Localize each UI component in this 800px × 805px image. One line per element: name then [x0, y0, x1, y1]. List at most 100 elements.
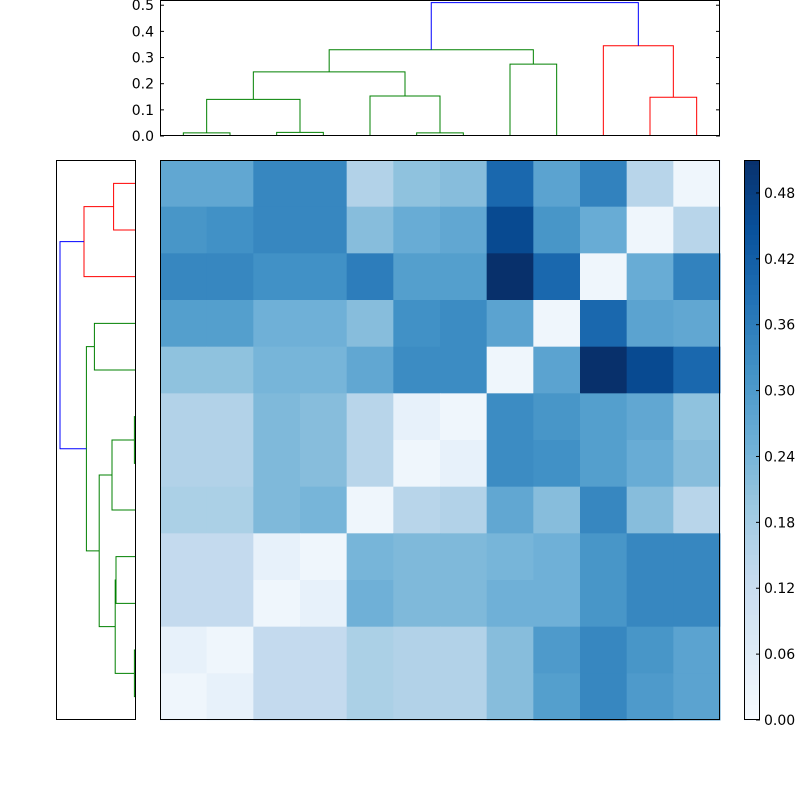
colorbar-segment [744, 395, 760, 401]
top-dendrogram-link [328, 49, 534, 72]
colorbar-segment [744, 660, 760, 666]
heatmap-cell [440, 440, 488, 488]
heatmap-cell [346, 253, 394, 301]
colorbar-segment [744, 535, 760, 541]
top-dendrogram-tick-label: 0.1 [132, 103, 154, 119]
heatmap-cell [486, 486, 534, 534]
colorbar-segment [744, 170, 760, 176]
colorbar-segment [744, 160, 760, 166]
left-dendrogram [56, 160, 136, 720]
colorbar-segment [744, 510, 760, 516]
top-dendrogram-frame [160, 0, 720, 136]
heatmap-cell [580, 393, 628, 441]
top-dendrogram-link [182, 132, 231, 136]
colorbar-segment [744, 695, 760, 701]
heatmap-cell [486, 300, 534, 348]
heatmap-cell [440, 393, 488, 441]
colorbar-segment [744, 420, 760, 426]
colorbar-segment [744, 495, 760, 501]
heatmap-cell [300, 533, 348, 581]
heatmap-cell [580, 580, 628, 628]
colorbar-segment [744, 565, 760, 571]
heatmap-cell [300, 626, 348, 674]
colorbar-segment [744, 645, 760, 651]
top-dendrogram-link [252, 71, 406, 100]
heatmap-cell [533, 300, 581, 348]
colorbar-segment [744, 275, 760, 281]
left-dendrogram-link [111, 439, 136, 511]
colorbar-segment [744, 415, 760, 421]
heatmap-cell [346, 206, 394, 254]
colorbar-segment [744, 380, 760, 386]
colorbar-segment [744, 455, 760, 461]
heatmap-cell [533, 440, 581, 488]
heatmap-cell [626, 300, 674, 348]
heatmap-cell [440, 300, 488, 348]
heatmap-cell [300, 673, 348, 721]
colorbar-segment [744, 430, 760, 436]
colorbar-segment [744, 365, 760, 371]
heatmap-cell [486, 393, 534, 441]
heatmap-cell [673, 253, 721, 301]
heatmap-cell [626, 440, 674, 488]
heatmap-cell [486, 626, 534, 674]
colorbar-tick-label: 0.00 [764, 713, 795, 729]
heatmap-cell [533, 346, 581, 394]
colorbar-segment [744, 640, 760, 646]
colorbar-segment [744, 690, 760, 696]
colorbar-segment [744, 340, 760, 346]
colorbar-segment [744, 600, 760, 606]
left-dendrogram-link [83, 206, 136, 278]
colorbar-segment [744, 705, 760, 711]
top-dendrogram-link [509, 63, 558, 136]
heatmap-cell [300, 300, 348, 348]
heatmap-cell [673, 486, 721, 534]
heatmap-cell [206, 626, 254, 674]
colorbar-segment [744, 185, 760, 191]
top-dendrogram-tick-label: 0.3 [132, 51, 154, 67]
heatmap-cell [160, 346, 208, 394]
heatmap-cell [206, 486, 254, 534]
colorbar-segment [744, 525, 760, 531]
colorbar-segment [744, 500, 760, 506]
heatmap-cell [486, 253, 534, 301]
top-dendrogram-link [602, 45, 674, 136]
heatmap-cell [300, 206, 348, 254]
heatmap-cell [206, 393, 254, 441]
colorbar-tick-label: 0.18 [764, 515, 795, 531]
heatmap-cell [486, 533, 534, 581]
heatmap-cell [253, 440, 301, 488]
heatmap-cell [253, 253, 301, 301]
heatmap-cell [393, 673, 441, 721]
heatmap-cell [160, 253, 208, 301]
colorbar: 0.00 0.06 0.12 0.18 0.24 0.30 0.36 0.42 0.48 [744, 160, 795, 729]
heatmap-cell [673, 300, 721, 348]
heatmap-cell [160, 486, 208, 534]
heatmap-cell [346, 300, 394, 348]
colorbar-segment [744, 680, 760, 686]
colorbar-segment [744, 360, 760, 366]
colorbar-segment [744, 465, 760, 471]
colorbar-segment [744, 540, 760, 546]
colorbar-segment [744, 615, 760, 621]
colorbar-segment [744, 620, 760, 626]
colorbar-segment [744, 575, 760, 581]
heatmap-cell [346, 626, 394, 674]
heatmap-cell [533, 393, 581, 441]
colorbar-segment [744, 560, 760, 566]
heatmap-cell [300, 486, 348, 534]
heatmap-cell [626, 486, 674, 534]
colorbar-segment [744, 445, 760, 451]
heatmap-cell [253, 300, 301, 348]
heatmap-cell [580, 533, 628, 581]
top-dendrogram-link [649, 96, 698, 136]
heatmap-cell [440, 486, 488, 534]
colorbar-tick-label: 0.36 [764, 318, 795, 334]
colorbar-segment [744, 300, 760, 306]
left-dendrogram-link [113, 182, 136, 231]
colorbar-tick-label: 0.06 [764, 647, 795, 663]
colorbar-segment [744, 330, 760, 336]
colorbar-segment [744, 505, 760, 511]
colorbar-segment [744, 250, 760, 256]
heatmap-cell [393, 580, 441, 628]
